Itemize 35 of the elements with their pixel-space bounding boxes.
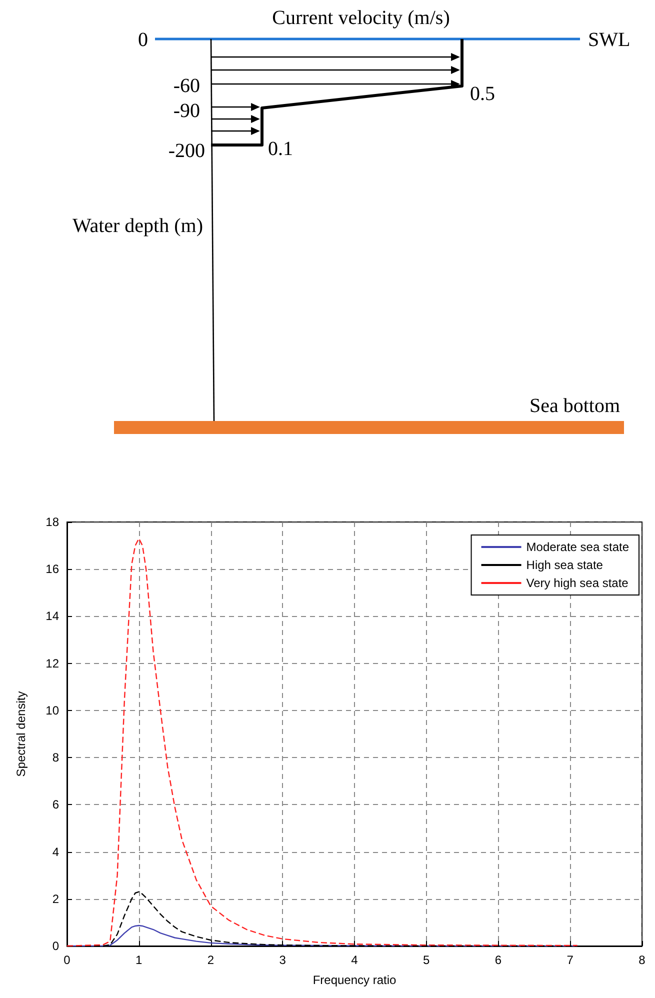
y-tick-label: 4 [52,844,60,859]
x-tick-label: 8 [638,953,646,967]
text: Sea bottom [529,395,620,417]
text: 0.5 [470,83,495,105]
x-tick-label: 4 [351,953,358,967]
y-tick-label: 2 [52,892,60,906]
y-tick-label: 0 [52,939,60,953]
text: 0 [138,29,148,51]
x-tick-label: 0 [64,953,71,967]
x-tick-label: 1 [136,953,143,967]
text: -200 [168,140,205,162]
x-tick-label: 3 [279,953,286,967]
y-tick-label: 8 [52,750,60,765]
text: -60 [173,75,200,97]
x-tick-label: 2 [207,953,214,967]
y-tick-label: 18 [46,515,60,529]
text: -90 [173,100,200,122]
legend-label: Very high sea state [526,576,629,590]
y-tick-label: 10 [46,703,60,718]
text: Water depth (m) [72,215,203,237]
y-tick-label: 14 [46,609,60,624]
x-axis-title: Frequency ratio [312,973,397,987]
y-tick-label: 12 [46,656,60,670]
x-tick-label: 5 [423,953,430,967]
text: Current velocity (m/s) [272,7,450,29]
legend-label: Moderate sea state [526,540,630,554]
y-tick-label: 6 [52,798,60,812]
legend-label: High sea state [526,558,604,572]
x-tick-label: 7 [566,953,574,967]
line-series [66,538,578,947]
y-axis-title: Spectral density [14,691,28,777]
text: 0.1 [268,138,293,160]
y-tick-label: 16 [46,562,60,576]
x-tick-label: 6 [494,953,502,967]
text: SWL [588,29,630,51]
